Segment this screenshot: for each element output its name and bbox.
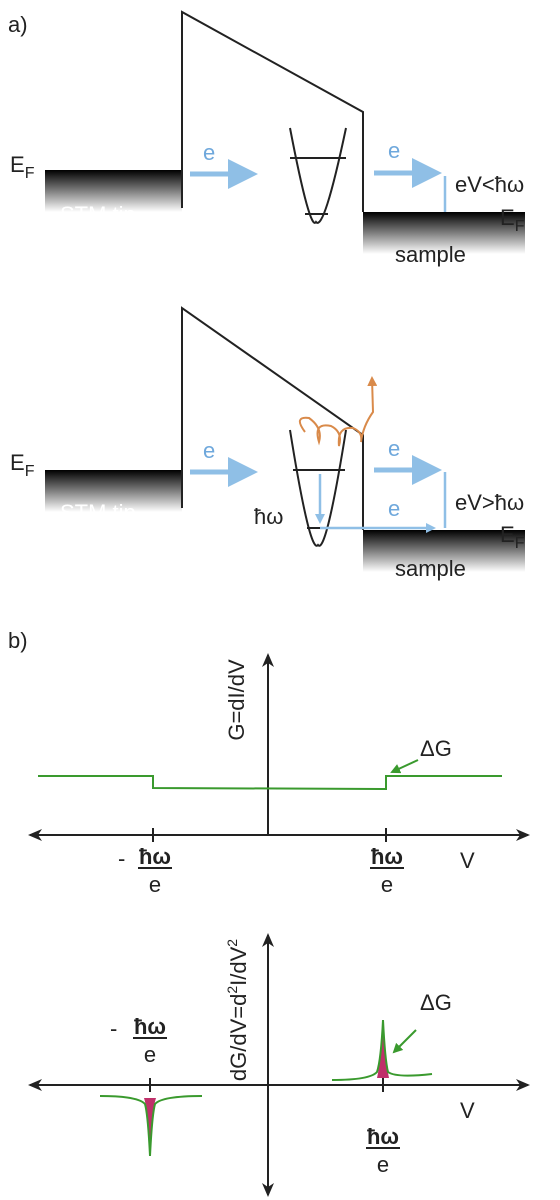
fraction-den: e xyxy=(381,872,393,897)
tip-label: STM tip xyxy=(60,500,136,525)
electron-label: e xyxy=(388,138,400,163)
fermi-label: EF xyxy=(10,450,35,480)
fermi-label: EF xyxy=(500,522,525,552)
phonon-wave xyxy=(298,376,378,447)
barrier xyxy=(181,306,364,530)
fermi-sub: F xyxy=(25,165,35,182)
fraction-num: ħω xyxy=(139,844,171,869)
fraction-num: ħω xyxy=(371,844,403,869)
sample-label: sample xyxy=(395,242,466,267)
tip-band xyxy=(45,470,182,512)
barrier xyxy=(181,10,364,212)
fermi-sub: F xyxy=(515,218,525,235)
sign: - xyxy=(118,846,125,871)
levels xyxy=(290,157,346,215)
fraction-num: ħω xyxy=(367,1124,399,1149)
x-ticks xyxy=(152,828,387,842)
superscript: 2 xyxy=(224,986,240,994)
potential-well xyxy=(289,127,347,224)
sample-band xyxy=(363,530,525,572)
tip-label: STM tip xyxy=(60,202,136,227)
x-axis-label: V xyxy=(460,1098,475,1123)
x-axis-label: V xyxy=(460,848,475,873)
electron-label: e xyxy=(388,496,400,521)
fraction-den: e xyxy=(377,1152,389,1177)
fermi-main: E xyxy=(10,152,25,177)
electron-label: e xyxy=(203,140,215,165)
tip-band xyxy=(45,170,182,212)
fermi-main: E xyxy=(10,450,25,475)
fermi-main: E xyxy=(500,522,515,547)
panel-label: b) xyxy=(8,628,28,653)
fermi-sub: F xyxy=(25,463,35,480)
peak-curve xyxy=(331,1019,433,1081)
electron-label: e xyxy=(203,438,215,463)
fermi-label: EF xyxy=(10,152,35,182)
sample-label: sample xyxy=(395,556,466,581)
fermi-label: EF xyxy=(500,205,525,235)
y-axis-label: G=dI/dV xyxy=(224,659,249,741)
x-ticks xyxy=(149,1078,384,1092)
superscript: 2 xyxy=(224,939,240,947)
derivative-plot: ΔG dG/dV=d2I/dV2 - ħω e ħω e V xyxy=(28,933,530,1197)
delta-label: ΔG xyxy=(420,736,452,761)
fraction-den: e xyxy=(144,1042,156,1067)
dip-curve xyxy=(99,1095,203,1157)
conductance-curve xyxy=(38,775,502,791)
y-axis-label: dG/dV=d2I/dV2 xyxy=(224,939,251,1081)
label-part: dG/dV=d xyxy=(226,994,251,1081)
fermi-main: E xyxy=(500,205,515,230)
delta-arrow xyxy=(390,759,419,774)
energy-diagram-elastic: EF e STM tip e eV<ħω EF sample xyxy=(10,10,525,267)
delta-arrow xyxy=(392,1029,417,1054)
bias-label: eV<ħω xyxy=(455,172,524,197)
sample-band xyxy=(363,212,525,254)
fraction-num: ħω xyxy=(134,1014,166,1039)
energy-diagram-inelastic: EF e STM tip ħω e e eV>ħω EF sample xyxy=(10,306,525,581)
label-part: I/dV xyxy=(226,946,251,985)
fermi-sub: F xyxy=(515,535,525,552)
bias-label: eV>ħω xyxy=(455,490,524,515)
sign: - xyxy=(110,1016,117,1041)
phonon-label: ħω xyxy=(254,504,283,529)
conductance-plot: ΔG G=dI/dV - ħω e ħω e V xyxy=(28,653,530,897)
fraction-den: e xyxy=(149,872,161,897)
delta-label: ΔG xyxy=(420,990,452,1015)
electron-label: e xyxy=(388,436,400,461)
potential-well xyxy=(289,429,347,547)
panel-label: a) xyxy=(8,12,28,37)
